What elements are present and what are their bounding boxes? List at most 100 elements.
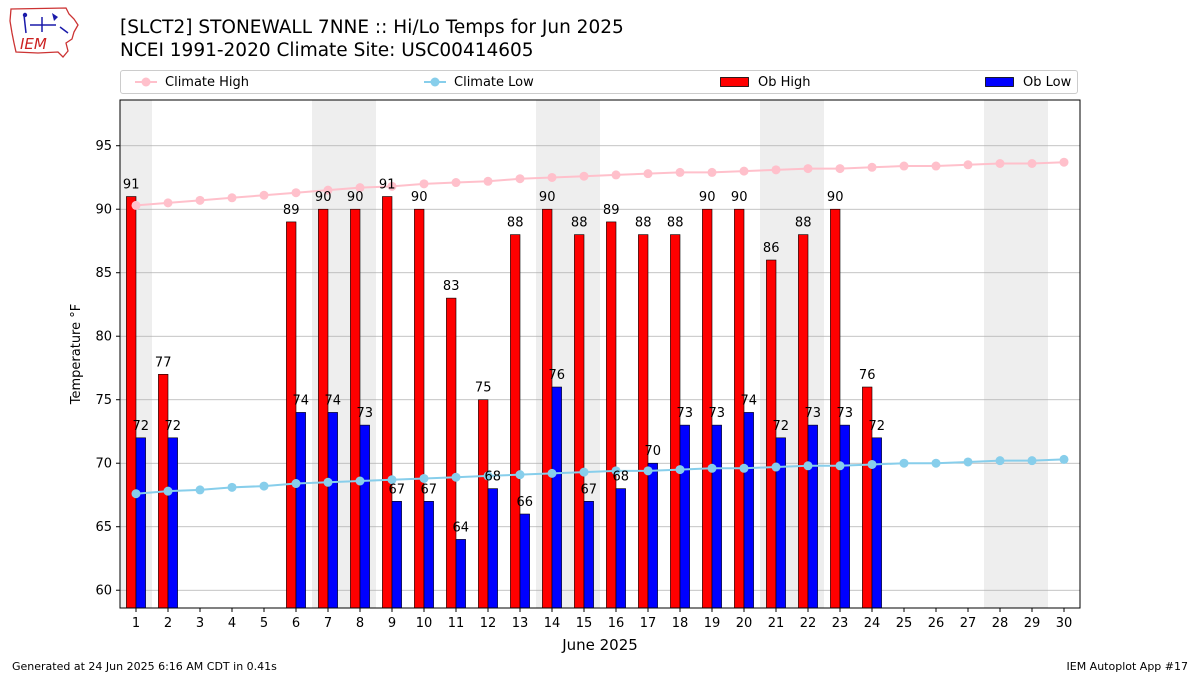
ob-high-bar [286, 221, 297, 609]
ob-low-bar [359, 424, 370, 609]
x-tick-label: 4 [228, 616, 236, 631]
ob-high-swatch-icon [720, 77, 749, 87]
climate-high-point [355, 183, 365, 193]
ob-high-value-label: 91 [379, 178, 396, 193]
climate-low-point [867, 459, 877, 469]
footer-generated: Generated at 24 Jun 2025 6:16 AM CDT in … [12, 660, 277, 673]
climate-high-point [259, 190, 269, 200]
x-tick-label: 21 [768, 616, 785, 631]
climate-high-point [867, 162, 877, 172]
climate-high-point [387, 181, 397, 191]
ob-low-value-label: 76 [549, 368, 566, 383]
ob-low-bar [615, 488, 626, 609]
ob-high-bar [574, 234, 585, 609]
ob-low-value-label: 72 [133, 419, 150, 434]
climate-high-point [227, 193, 237, 203]
ob-high-value-label: 90 [411, 190, 428, 205]
ob-low-value-label: 72 [869, 419, 886, 434]
ob-low-bar [487, 488, 498, 609]
legend: Climate High Climate Low Ob High Ob Low [120, 70, 1078, 94]
ob-low-bar [647, 462, 658, 609]
x-tick-label: 2 [164, 616, 172, 631]
legend-ob-low-label: Ob Low [1023, 74, 1072, 90]
ob-high-value-label: 89 [603, 203, 620, 218]
climate-high-point [419, 179, 429, 189]
climate-low-line-icon [424, 77, 446, 87]
climate-low-point [547, 468, 557, 478]
x-tick-label: 10 [416, 616, 433, 631]
climate-high-point [131, 200, 141, 210]
x-tick-label: 30 [1056, 616, 1073, 631]
x-tick-label: 6 [292, 616, 300, 631]
x-tick-label: 12 [480, 616, 497, 631]
chart-title: [SLCT2] STONEWALL 7NNE :: Hi/Lo Temps fo… [120, 17, 624, 38]
climate-high-point [675, 167, 685, 177]
y-tick-label: 65 [95, 520, 112, 535]
legend-climate-low: Climate Low [424, 71, 534, 93]
x-tick-label: 16 [608, 616, 625, 631]
x-tick-label: 3 [196, 616, 204, 631]
ob-low-value-label: 67 [581, 482, 598, 497]
climate-low-point [323, 477, 333, 487]
ob-high-bar [414, 208, 425, 609]
ob-high-value-label: 91 [123, 178, 140, 193]
ob-low-value-label: 73 [357, 406, 374, 421]
ob-low-value-label: 68 [485, 470, 502, 485]
ob-low-value-label: 74 [741, 393, 758, 408]
x-tick-label: 15 [576, 616, 593, 631]
climate-high-point [579, 171, 589, 181]
ob-high-value-label: 90 [827, 190, 844, 205]
x-tick-label: 5 [260, 616, 268, 631]
y-tick-label: 95 [95, 139, 112, 154]
ob-high-value-label: 88 [795, 216, 812, 231]
ob-high-bar [126, 196, 137, 609]
x-tick-label: 24 [864, 616, 881, 631]
ob-low-value-label: 74 [325, 393, 342, 408]
climate-low-point [387, 475, 397, 485]
ob-high-value-label: 90 [315, 190, 332, 205]
ob-high-bar [798, 234, 809, 609]
plot-frame [119, 99, 1081, 609]
climate-high-point [547, 172, 557, 182]
ob-high-value-label: 88 [571, 216, 588, 231]
ob-high-bar [510, 234, 521, 609]
ob-high-value-label: 77 [155, 355, 172, 370]
ob-high-bar [382, 196, 393, 609]
ob-high-value-label: 90 [539, 190, 556, 205]
weekend-shade [1016, 100, 1048, 608]
logo-text: IEM [20, 35, 47, 53]
x-tick-label: 27 [960, 616, 977, 631]
climate-high-point [899, 161, 909, 171]
climate-high-point [323, 185, 333, 195]
y-tick-label: 75 [95, 393, 112, 408]
x-tick-label: 22 [800, 616, 817, 631]
climate-high-point [739, 166, 749, 176]
climate-low-point [899, 458, 909, 468]
climate-low-line [135, 458, 1065, 495]
x-tick-label: 26 [928, 616, 945, 631]
climate-low-point [611, 466, 621, 476]
ob-low-bar [327, 412, 338, 609]
ob-high-bar [446, 297, 457, 609]
climate-low-point [835, 461, 845, 471]
ob-low-bar [583, 501, 594, 609]
climate-low-point [291, 479, 301, 489]
y-tick-label: 70 [95, 457, 112, 472]
ob-high-value-label: 88 [667, 216, 684, 231]
climate-high-point [931, 161, 941, 171]
x-axis-label: June 2025 [561, 636, 638, 654]
climate-high-point [195, 195, 205, 205]
ob-low-value-label: 73 [805, 406, 822, 421]
climate-high-point [515, 174, 525, 184]
ob-high-value-label: 86 [763, 241, 780, 256]
climate-high-point [771, 165, 781, 175]
climate-low-point [259, 481, 269, 491]
climate-high-point [611, 170, 621, 180]
ob-high-value-label: 88 [507, 216, 524, 231]
y-tick-label: 60 [95, 584, 112, 599]
ob-high-value-label: 88 [635, 216, 652, 231]
ob-low-value-label: 73 [837, 406, 854, 421]
ob-high-bar [766, 259, 777, 609]
x-tick-label: 18 [672, 616, 689, 631]
